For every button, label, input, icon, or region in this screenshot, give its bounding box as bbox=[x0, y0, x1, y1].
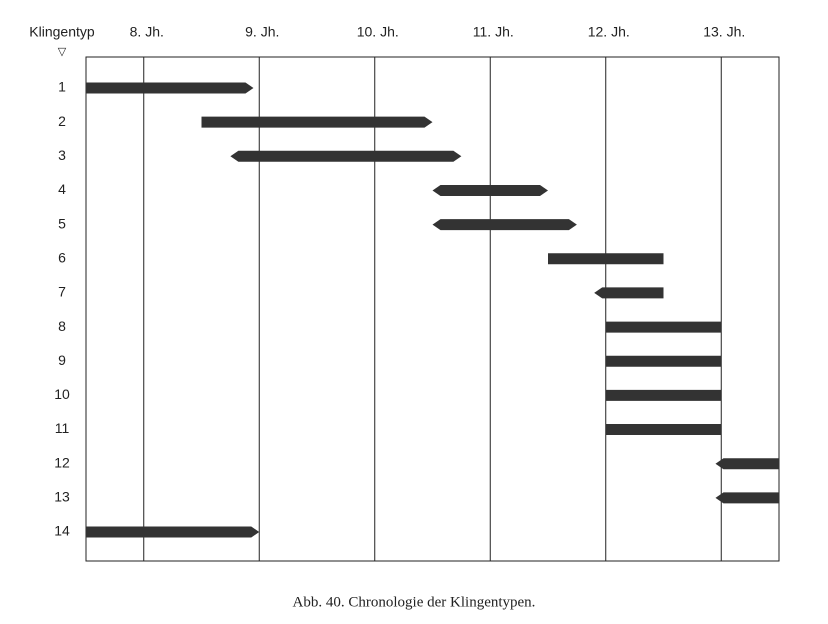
y-tick-label: 2 bbox=[58, 113, 66, 129]
range-bar bbox=[605, 355, 722, 367]
y-tick-label: 7 bbox=[58, 284, 66, 300]
y-axis-label: Klingentyp bbox=[29, 24, 95, 40]
range-bar bbox=[230, 150, 462, 162]
y-tick-label: 3 bbox=[58, 147, 66, 163]
range-bar bbox=[201, 116, 433, 128]
y-tick-label: 4 bbox=[58, 181, 66, 197]
y-tick-label: 9 bbox=[58, 352, 66, 368]
range-bar bbox=[86, 526, 260, 538]
y-tick-label: 11 bbox=[55, 420, 70, 436]
range-bar bbox=[605, 424, 722, 436]
x-tick-label: 8. Jh. bbox=[130, 24, 164, 40]
y-tick-label: 6 bbox=[58, 249, 66, 265]
range-bar bbox=[432, 219, 577, 231]
range-bar bbox=[605, 389, 722, 401]
range-bar bbox=[594, 287, 664, 299]
range-bar bbox=[715, 458, 779, 470]
range-bar bbox=[432, 184, 548, 196]
y-tick-label: 1 bbox=[58, 79, 66, 95]
y-tick-label: 5 bbox=[58, 215, 66, 231]
range-bar bbox=[605, 321, 722, 333]
y-tick-label: 12 bbox=[54, 454, 70, 470]
x-tick-label: 12. Jh. bbox=[588, 24, 630, 40]
x-tick-label: 13. Jh. bbox=[703, 24, 745, 40]
caption: Abb. 40. Chronologie der Klingentypen. bbox=[293, 594, 536, 610]
x-tick-label: 9. Jh. bbox=[245, 24, 279, 40]
y-axis-marker: ▽ bbox=[58, 46, 67, 58]
y-tick-label: 8 bbox=[58, 318, 66, 334]
y-tick-label: 10 bbox=[54, 386, 70, 402]
y-tick-label: 13 bbox=[54, 489, 70, 505]
frame bbox=[85, 56, 780, 562]
range-bar bbox=[548, 253, 664, 265]
x-tick-label: 11. Jh. bbox=[473, 24, 514, 40]
range-bar bbox=[715, 492, 779, 504]
range-bar bbox=[86, 82, 254, 94]
y-tick-label: 14 bbox=[54, 523, 70, 539]
x-tick-label: 10. Jh. bbox=[357, 24, 399, 40]
